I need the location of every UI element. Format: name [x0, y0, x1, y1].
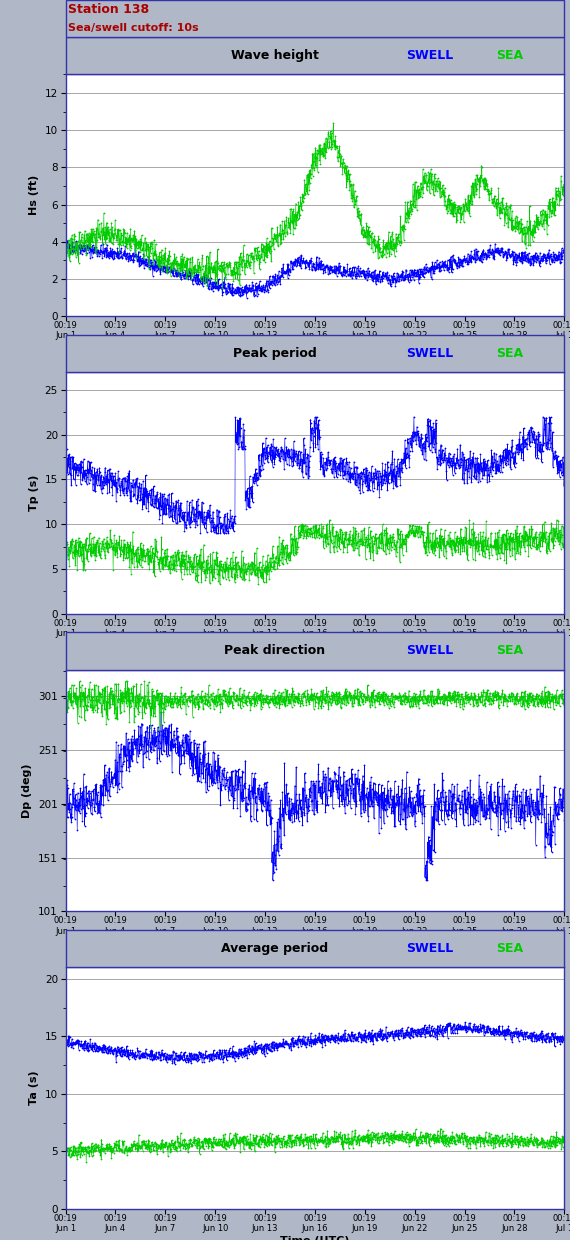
- Text: SWELL: SWELL: [406, 942, 453, 955]
- Text: SEA: SEA: [496, 347, 523, 360]
- Text: Station 138: Station 138: [68, 2, 149, 16]
- Text: Wave height: Wave height: [231, 50, 319, 62]
- Text: SWELL: SWELL: [406, 645, 453, 657]
- X-axis label: Time (UTC): Time (UTC): [280, 1236, 349, 1240]
- Y-axis label: Tp (s): Tp (s): [29, 475, 39, 511]
- Y-axis label: Hs (ft): Hs (ft): [29, 175, 39, 216]
- Y-axis label: Ta (s): Ta (s): [29, 1071, 39, 1105]
- Text: Peak period: Peak period: [233, 347, 317, 360]
- Text: SEA: SEA: [496, 50, 523, 62]
- Text: SWELL: SWELL: [406, 347, 453, 360]
- Text: SEA: SEA: [496, 645, 523, 657]
- Text: Peak direction: Peak direction: [225, 645, 325, 657]
- Text: SEA: SEA: [496, 942, 523, 955]
- Text: Average period: Average period: [222, 942, 328, 955]
- Text: Sea/swell cutoff: 10s: Sea/swell cutoff: 10s: [68, 22, 199, 33]
- Y-axis label: Dp (deg): Dp (deg): [22, 764, 32, 817]
- Text: SWELL: SWELL: [406, 50, 453, 62]
